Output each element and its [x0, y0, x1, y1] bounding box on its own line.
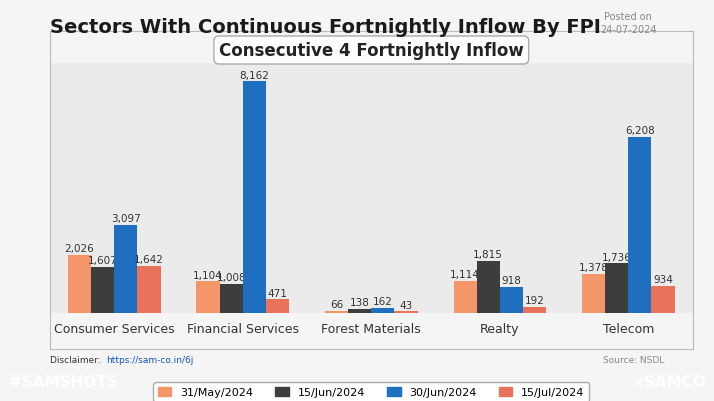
Text: 1,378: 1,378 — [578, 262, 608, 272]
Bar — [348, 309, 371, 313]
Bar — [651, 286, 675, 313]
Bar — [137, 266, 161, 313]
Bar — [500, 287, 523, 313]
Bar — [243, 82, 266, 313]
Text: 2,026: 2,026 — [65, 244, 94, 254]
Bar — [325, 311, 348, 313]
Bar — [582, 274, 605, 313]
Bar — [114, 225, 137, 313]
Text: 1,815: 1,815 — [473, 250, 503, 260]
Text: Disclaimer:: Disclaimer: — [50, 355, 104, 364]
Bar — [453, 282, 477, 313]
Bar — [605, 264, 628, 313]
Bar — [266, 300, 289, 313]
Text: ×SAMCO: ×SAMCO — [630, 375, 705, 389]
Bar — [477, 261, 500, 313]
Text: 192: 192 — [525, 296, 545, 306]
Text: 138: 138 — [350, 297, 370, 307]
Text: Sectors With Continuous Fortnightly Inflow By FPI: Sectors With Continuous Fortnightly Infl… — [50, 18, 601, 37]
Text: 162: 162 — [373, 296, 393, 306]
Text: Source: NSDL: Source: NSDL — [603, 355, 664, 364]
Bar — [196, 282, 220, 313]
Text: Posted on
24-07-2024: Posted on 24-07-2024 — [600, 12, 657, 35]
Bar — [628, 138, 651, 313]
Text: 8,162: 8,162 — [239, 71, 269, 81]
Text: 66: 66 — [330, 299, 343, 309]
Title: Consecutive 4 Fortnightly Inflow: Consecutive 4 Fortnightly Inflow — [219, 42, 523, 60]
Bar — [371, 308, 394, 313]
Text: 1,607: 1,607 — [88, 256, 118, 266]
Bar — [523, 307, 546, 313]
Text: 6,208: 6,208 — [625, 126, 655, 136]
Bar — [220, 284, 243, 313]
Text: 1,104: 1,104 — [193, 270, 223, 280]
Bar — [68, 255, 91, 313]
Text: 43: 43 — [399, 300, 413, 310]
Bar — [394, 312, 418, 313]
Text: https://sam-co.in/6j: https://sam-co.in/6j — [106, 355, 193, 364]
Text: 1,008: 1,008 — [216, 273, 246, 283]
Text: 918: 918 — [501, 275, 521, 285]
Text: 3,097: 3,097 — [111, 214, 141, 224]
Text: #SAMSHOTS: #SAMSHOTS — [9, 375, 117, 389]
Text: 934: 934 — [653, 275, 673, 285]
Text: 1,736: 1,736 — [602, 252, 632, 262]
Text: 1,642: 1,642 — [134, 255, 164, 265]
Bar — [91, 267, 114, 313]
Text: 1,114: 1,114 — [450, 269, 480, 279]
Text: 471: 471 — [268, 288, 288, 298]
Legend: 31/May/2024, 15/Jun/2024, 30/Jun/2024, 15/Jul/2024: 31/May/2024, 15/Jun/2024, 30/Jun/2024, 1… — [154, 383, 589, 401]
